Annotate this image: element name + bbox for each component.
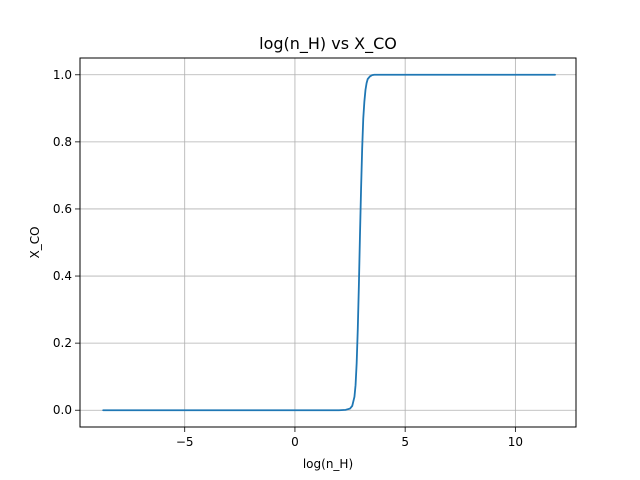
axis-ticks: −5 0 5 10 0.0 0.2 0.4 0.6 0.8 1.0 bbox=[53, 68, 523, 449]
y-axis-label: X_CO bbox=[28, 226, 42, 258]
x-tick-label: 0 bbox=[291, 435, 299, 449]
y-tick-label: 0.2 bbox=[53, 336, 72, 350]
plot-frame bbox=[79, 57, 577, 428]
y-tick-label: 0.0 bbox=[53, 403, 72, 417]
gridlines bbox=[80, 58, 576, 427]
x-tick-label: −5 bbox=[176, 435, 194, 449]
y-tick-label: 0.4 bbox=[53, 269, 72, 283]
series-line bbox=[102, 73, 556, 412]
chart-title: log(n_H) vs X_CO bbox=[259, 34, 397, 54]
x-tick-label: 5 bbox=[401, 435, 409, 449]
y-tick-label: 0.6 bbox=[53, 202, 72, 216]
x-tick-label: 10 bbox=[508, 435, 523, 449]
y-tick-label: 1.0 bbox=[53, 68, 72, 82]
plot-lines bbox=[102, 73, 556, 412]
x-axis-label: log(n_H) bbox=[303, 457, 353, 471]
y-tick-label: 0.8 bbox=[53, 135, 72, 149]
